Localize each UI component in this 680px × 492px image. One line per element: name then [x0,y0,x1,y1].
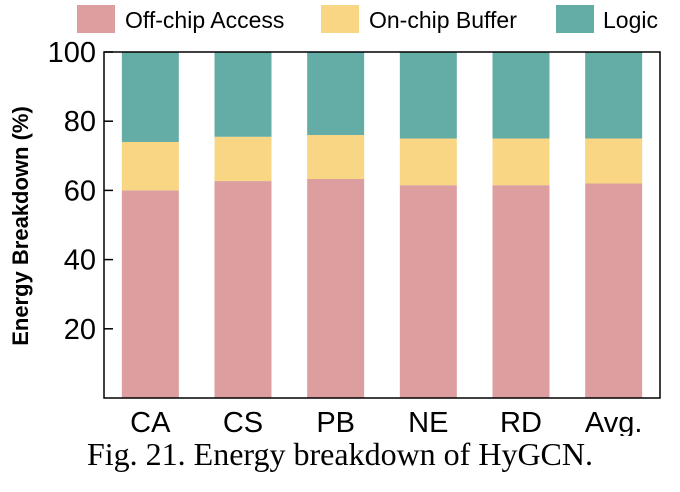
y-tick-label: 80 [64,106,96,138]
bars [121,52,643,398]
bar-rd-logic [492,52,550,139]
bar-pb-logic [307,52,365,136]
legend-swatch-logic [556,5,594,33]
legend: Off-chip Access On-chip Buffer Logic [77,5,658,33]
plot-frame [103,51,661,399]
y-tick-label: 100 [48,37,96,69]
y-tick-label: 20 [64,314,96,346]
bar-ne-logic [399,52,457,139]
bar-cs-on-chip-buffer [214,136,272,182]
energy-breakdown-chart: Off-chip Access On-chip Buffer Logic Energ… [8,5,661,436]
bar-cs-logic [214,52,272,137]
legend-label-on-chip-buffer: On-chip Buffer [369,7,517,33]
x-tick-label: CA [130,407,171,436]
legend-swatch-off-chip-access [77,5,115,33]
bar-ne-off-chip-access [399,185,457,398]
bar-avg-on-chip-buffer [585,138,643,184]
x-tick-label: RD [500,407,542,436]
x-axis: CA CS PB NE RD Avg. [130,407,642,436]
bar-ca-on-chip-buffer [121,141,179,191]
legend-swatch-on-chip-buffer [321,5,359,33]
bar-pb-on-chip-buffer [307,135,365,179]
bar-avg-off-chip-access [585,183,643,398]
bar-ne-on-chip-buffer [399,138,457,186]
y-tick-label: 60 [64,175,96,207]
y-axis-label: Energy Breakdown (%) [8,106,33,346]
figure-caption: Fig. 21. Energy breakdown of HyGCN. [86,436,593,472]
x-tick-label: NE [408,407,448,436]
x-tick-label: CS [223,407,263,436]
legend-label-logic: Logic [603,7,658,33]
bar-ca-off-chip-access [121,190,179,398]
bar-avg-logic [585,52,643,139]
y-tick-label: 40 [64,245,96,277]
x-tick-label: Avg. [585,407,643,436]
bar-rd-off-chip-access [492,185,550,398]
bar-ca-logic [121,52,179,142]
bar-cs-off-chip-access [214,181,272,398]
bar-rd-on-chip-buffer [492,138,550,186]
x-tick-label: PB [316,407,355,436]
legend-label-off-chip-access: Off-chip Access [125,7,284,33]
y-axis: 20 40 60 80 100 [48,37,113,346]
bar-pb-off-chip-access [307,178,365,398]
